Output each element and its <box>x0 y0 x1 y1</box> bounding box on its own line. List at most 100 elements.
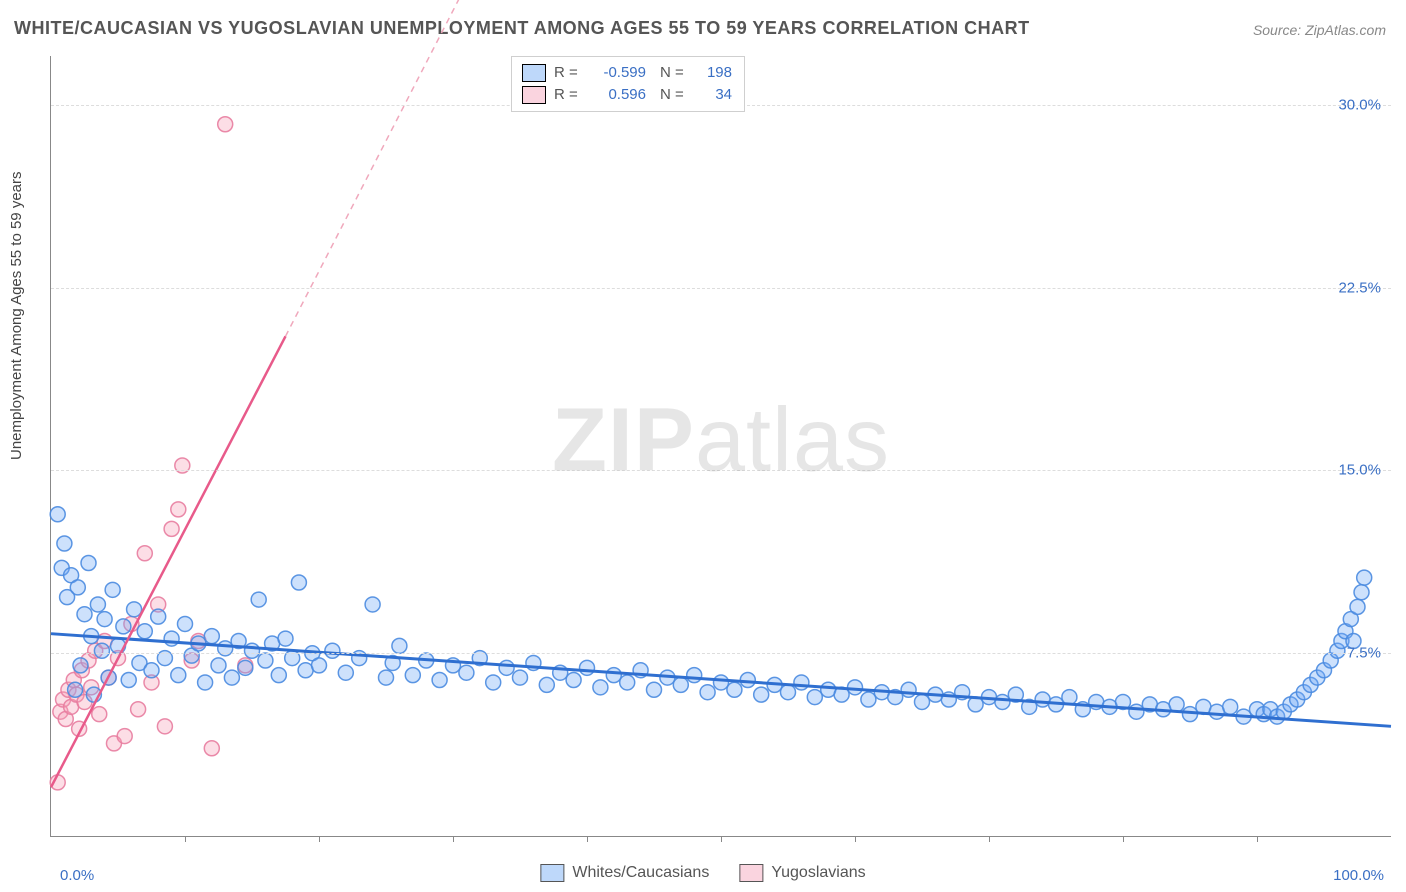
gridline <box>51 288 1391 289</box>
n-value: 198 <box>696 62 732 84</box>
x-tick <box>855 836 856 842</box>
data-point <box>901 682 916 697</box>
gridline <box>51 470 1391 471</box>
n-label: N = <box>660 84 688 106</box>
data-point <box>116 619 131 634</box>
data-point <box>137 546 152 561</box>
r-label: R = <box>554 62 582 84</box>
x-axis-min-label: 0.0% <box>60 867 94 884</box>
data-point <box>620 675 635 690</box>
r-value: 0.596 <box>590 84 646 106</box>
data-point <box>131 702 146 717</box>
data-point <box>50 507 65 522</box>
y-tick-label: 15.0% <box>1338 462 1381 479</box>
data-point <box>539 677 554 692</box>
legend-swatch-pink <box>522 86 546 104</box>
data-point <box>204 741 219 756</box>
data-point <box>211 658 226 673</box>
legend-label: Yugoslavians <box>771 864 865 882</box>
series-legend: Whites/Caucasians Yugoslavians <box>540 864 865 882</box>
chart-svg <box>51 56 1391 836</box>
legend-row-pink: R = 0.596 N = 34 <box>522 84 732 106</box>
data-point <box>432 673 447 688</box>
x-tick <box>1123 836 1124 842</box>
data-point <box>121 673 136 688</box>
x-tick <box>453 836 454 842</box>
data-point <box>338 665 353 680</box>
data-point <box>198 675 213 690</box>
data-point <box>117 729 132 744</box>
data-point <box>606 668 621 683</box>
y-tick-label: 7.5% <box>1347 645 1381 662</box>
data-point <box>204 629 219 644</box>
data-point <box>379 670 394 685</box>
x-tick <box>587 836 588 842</box>
correlation-legend: R = -0.599 N = 198 R = 0.596 N = 34 <box>511 56 745 112</box>
data-point <box>580 660 595 675</box>
y-tick-label: 30.0% <box>1338 96 1381 113</box>
data-point <box>1350 599 1365 614</box>
data-point <box>312 658 327 673</box>
data-point <box>171 668 186 683</box>
data-point <box>647 682 662 697</box>
y-axis-label: Unemployment Among Ages 55 to 59 years <box>8 171 25 460</box>
data-point <box>392 638 407 653</box>
legend-item-blue: Whites/Caucasians <box>540 864 709 882</box>
trendline-blue <box>51 634 1391 727</box>
data-point <box>94 643 109 658</box>
source-attribution: Source: ZipAtlas.com <box>1253 22 1386 38</box>
data-point <box>687 668 702 683</box>
data-point <box>325 643 340 658</box>
n-value: 34 <box>696 84 732 106</box>
data-point <box>81 556 96 571</box>
data-point <box>57 536 72 551</box>
data-point <box>794 675 809 690</box>
data-point <box>593 680 608 695</box>
plot-area: ZIPatlas R = -0.599 N = 198 R = 0.596 N … <box>50 56 1391 837</box>
data-point <box>271 668 286 683</box>
data-point <box>238 660 253 675</box>
data-point <box>245 643 260 658</box>
data-point <box>218 117 233 132</box>
data-point <box>251 592 266 607</box>
x-tick <box>319 836 320 842</box>
y-tick-label: 22.5% <box>1338 279 1381 296</box>
data-point <box>97 612 112 627</box>
legend-swatch-blue <box>522 64 546 82</box>
data-point <box>291 575 306 590</box>
data-point <box>137 624 152 639</box>
data-point <box>151 609 166 624</box>
legend-label: Whites/Caucasians <box>572 864 709 882</box>
data-point <box>1354 585 1369 600</box>
data-point <box>673 677 688 692</box>
gridline <box>51 653 1391 654</box>
trendline-pink-dashed <box>286 0 480 336</box>
data-point <box>513 670 528 685</box>
data-point <box>92 707 107 722</box>
r-label: R = <box>554 84 582 106</box>
data-point <box>915 694 930 709</box>
data-point <box>1129 704 1144 719</box>
data-point <box>258 653 273 668</box>
data-point <box>781 685 796 700</box>
data-point <box>127 602 142 617</box>
data-point <box>1169 697 1184 712</box>
r-value: -0.599 <box>590 62 646 84</box>
data-point <box>171 502 186 517</box>
legend-item-pink: Yugoslavians <box>739 864 865 882</box>
data-point <box>68 682 83 697</box>
legend-swatch-pink <box>739 864 763 882</box>
data-point <box>365 597 380 612</box>
x-tick <box>721 836 722 842</box>
data-point <box>73 658 88 673</box>
data-point <box>278 631 293 646</box>
x-tick <box>185 836 186 842</box>
legend-swatch-blue <box>540 864 564 882</box>
chart-title: WHITE/CAUCASIAN VS YUGOSLAVIAN UNEMPLOYM… <box>14 18 1030 39</box>
data-point <box>1223 699 1238 714</box>
n-label: N = <box>660 62 688 84</box>
data-point <box>700 685 715 700</box>
data-point <box>178 616 193 631</box>
legend-row-blue: R = -0.599 N = 198 <box>522 62 732 84</box>
data-point <box>714 675 729 690</box>
